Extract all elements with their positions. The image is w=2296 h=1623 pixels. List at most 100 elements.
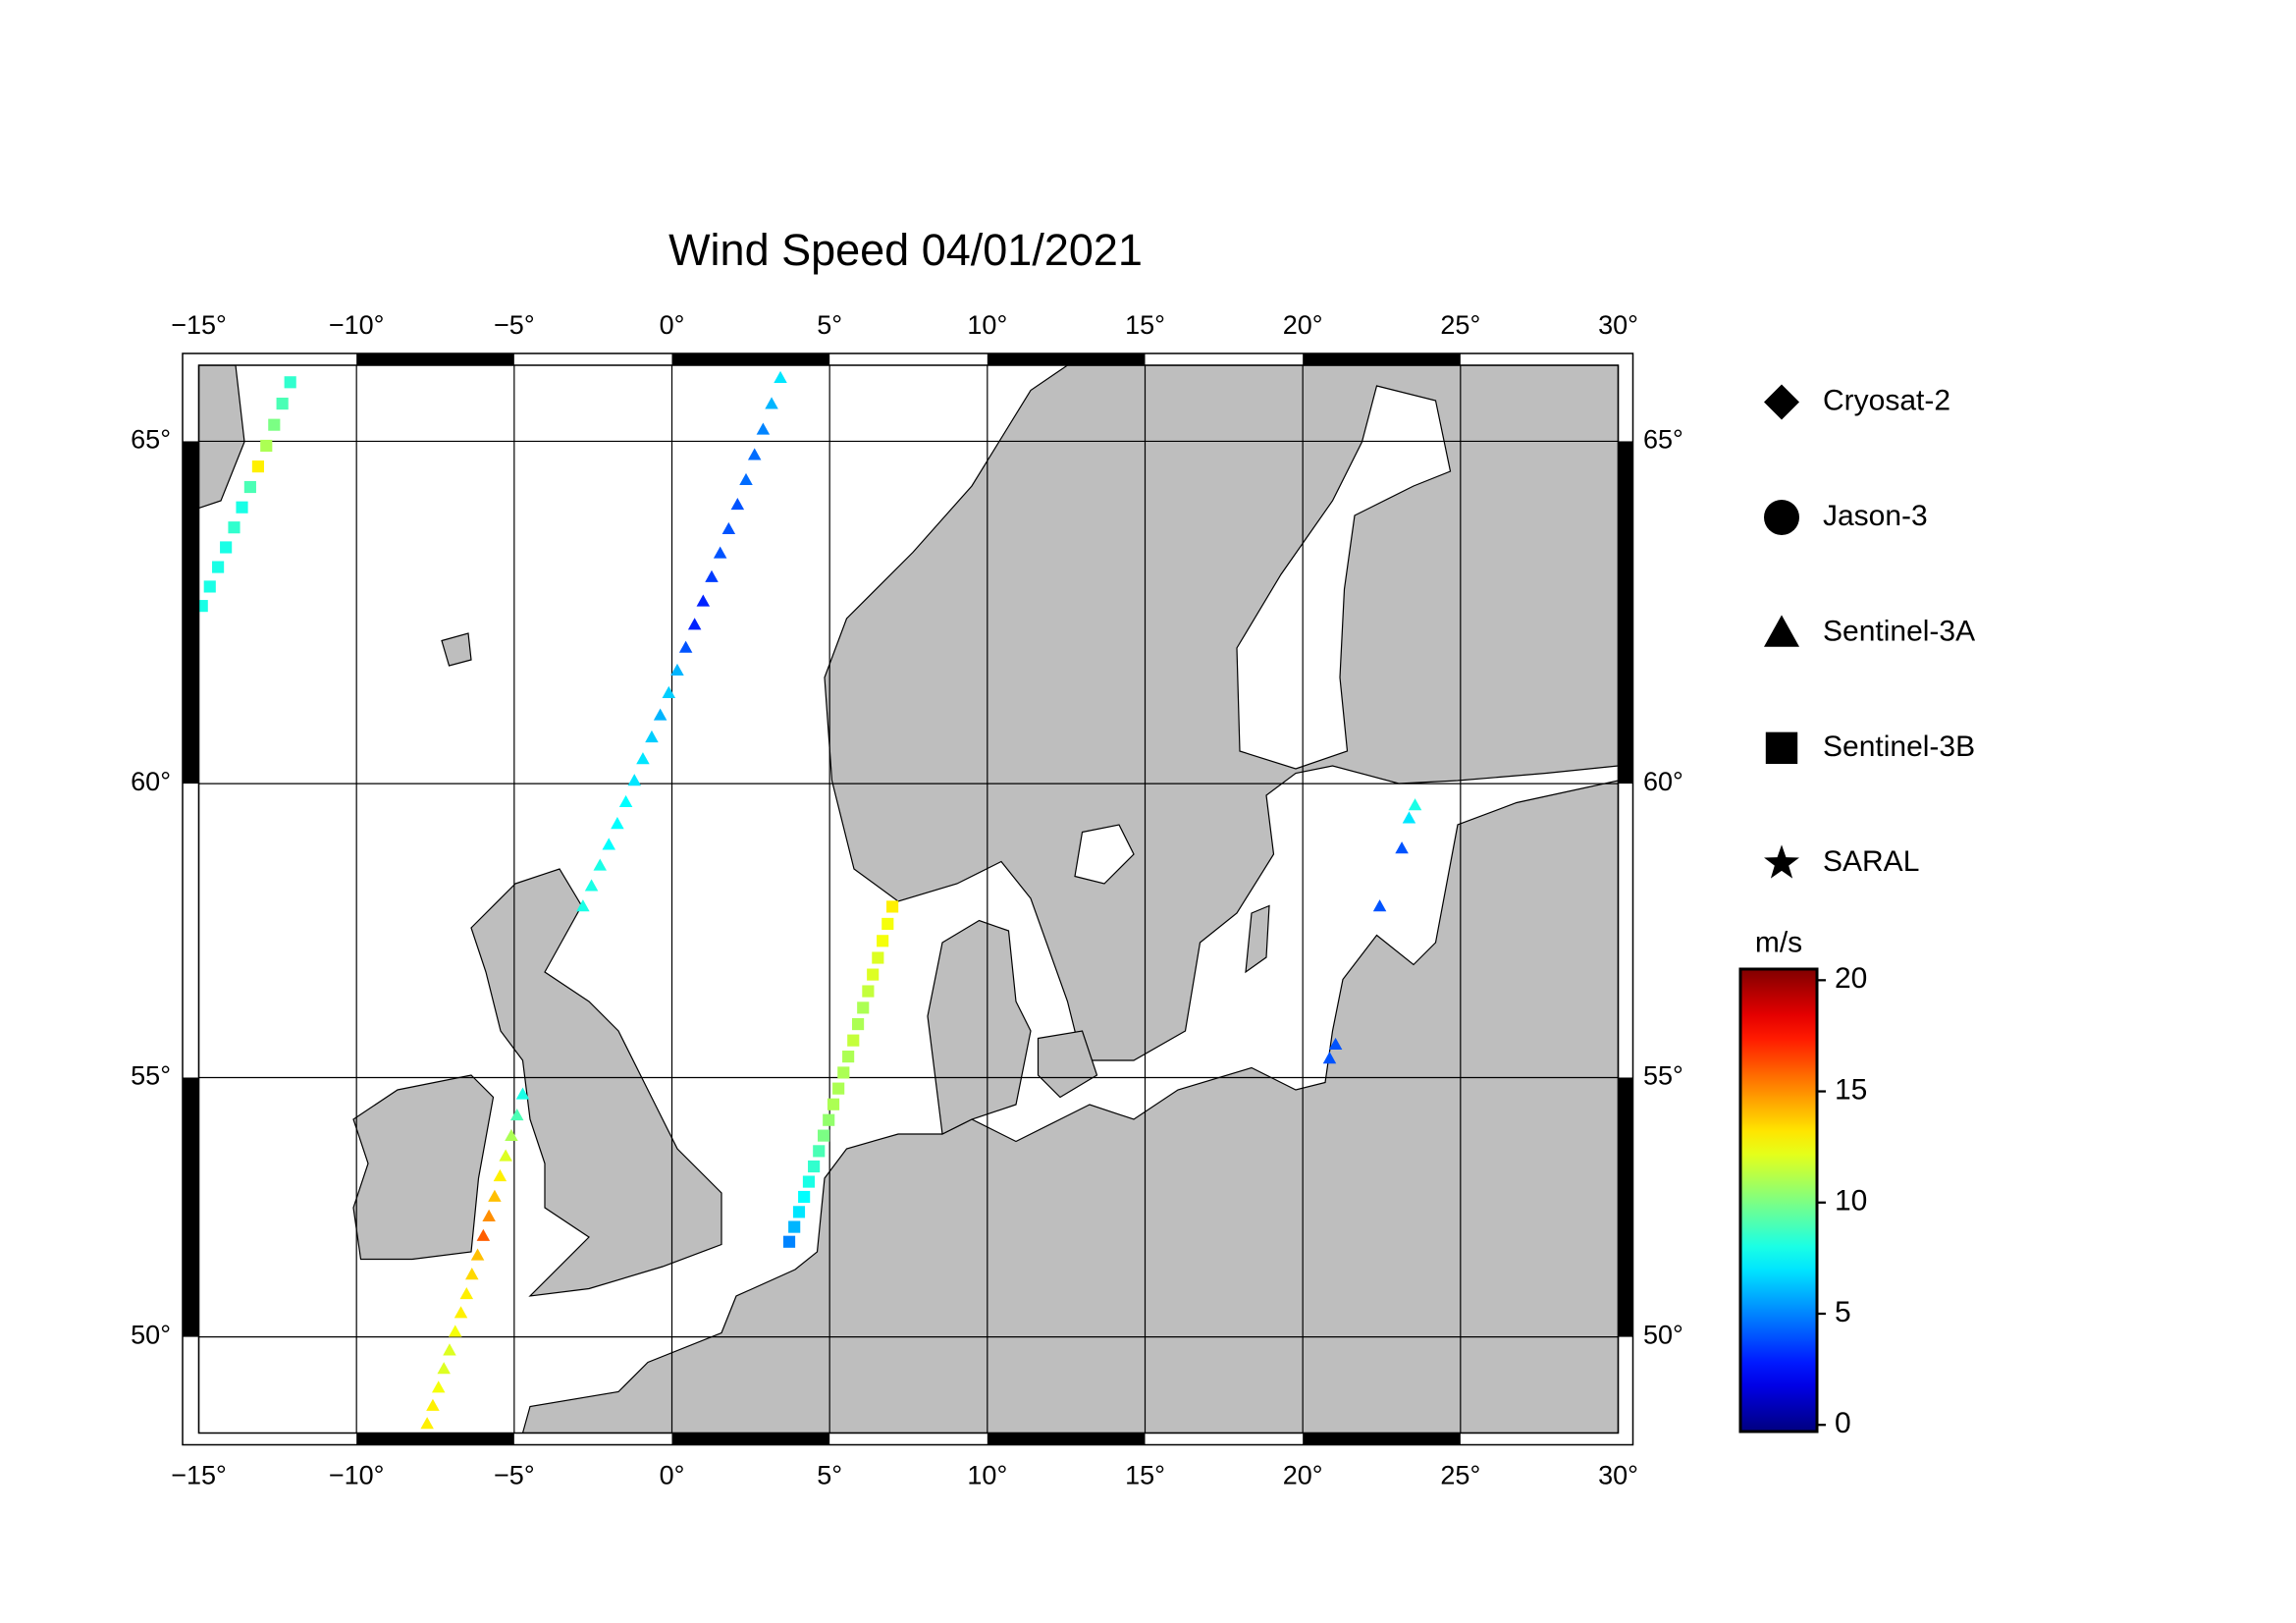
track-point (627, 774, 642, 786)
frame-bar (987, 353, 1146, 365)
legend-label: Sentinel-3B (1823, 730, 1975, 763)
frame-bar (671, 1433, 830, 1445)
track-point (696, 594, 711, 607)
faroe-islands (441, 632, 472, 667)
jutland (927, 919, 1032, 1135)
x-tick-label-top: 30° (1598, 310, 1638, 340)
x-tick-label-bottom: 10° (967, 1461, 1007, 1490)
track-point (817, 1129, 830, 1142)
track-point (584, 879, 599, 892)
y-tick-label-left: 65° (131, 425, 171, 455)
track-point (827, 1098, 840, 1110)
x-tick-label-bottom: −15° (171, 1461, 227, 1490)
x-tick-label-bottom: −10° (329, 1461, 385, 1490)
track-point (1372, 899, 1387, 912)
track-point (823, 1113, 835, 1126)
track-point (774, 370, 787, 383)
track-point (493, 1168, 507, 1182)
track-point (765, 397, 778, 409)
lake-vanern (1074, 824, 1135, 885)
track-point (687, 618, 702, 630)
track-point (782, 1235, 796, 1248)
track-point (802, 1175, 816, 1188)
x-tick-label-top: −10° (329, 310, 385, 340)
track-point (662, 685, 676, 698)
y-tick-label-left: 55° (131, 1061, 171, 1091)
legend-marker (1764, 499, 1800, 535)
track-point (636, 752, 650, 765)
track-point (448, 1325, 462, 1337)
track-point (443, 1343, 456, 1356)
x-tick-label-top: 0° (660, 310, 685, 340)
track-point (593, 858, 607, 871)
track-point (867, 968, 880, 981)
track-point (459, 1286, 474, 1300)
track-point (857, 1001, 870, 1014)
track-point (228, 521, 240, 534)
x-tick-label-bottom: −5° (494, 1461, 535, 1490)
colorbar-scale (1738, 967, 1819, 1434)
track-point (220, 541, 233, 554)
y-tick-label-right: 55° (1643, 1061, 1683, 1091)
gotland (1245, 904, 1270, 974)
track-point (1402, 811, 1416, 824)
track-point (454, 1306, 468, 1319)
x-tick-label-top: 15° (1125, 310, 1165, 340)
track-point (284, 376, 296, 389)
track-point (465, 1268, 479, 1280)
x-tick-label-top: 20° (1283, 310, 1323, 340)
colorbar-tick-label: 5 (1835, 1296, 1851, 1328)
frame-bar (1303, 1433, 1461, 1445)
track-point (877, 935, 889, 947)
track-point (260, 439, 273, 453)
title: Wind Speed 04/01/2021 (668, 225, 1143, 275)
y-tick-label-left: 50° (131, 1321, 171, 1350)
colorbar-tick-label: 15 (1835, 1073, 1867, 1106)
track-point (198, 600, 208, 613)
frame: −15° −15° −10° −10° −5° −5° 0° 0° 5° 5° 10° 10° 15° 1… (131, 310, 1683, 1490)
land (198, 365, 1619, 1434)
track-point (832, 1082, 845, 1095)
track-point (602, 838, 615, 850)
track-point (470, 1248, 485, 1261)
track-point (852, 1018, 865, 1031)
track-point (739, 472, 753, 485)
colorbar-tick-label: 0 (1835, 1407, 1851, 1439)
track-point (756, 422, 771, 435)
frame-inner (197, 364, 1620, 1434)
x-tick-label-top: 25° (1440, 310, 1480, 340)
track-point (837, 1066, 850, 1079)
track-point (1322, 1052, 1337, 1064)
legend-marker (1764, 384, 1800, 420)
track-point (721, 521, 736, 535)
track-point (476, 1228, 491, 1241)
frame-bar (671, 353, 830, 365)
great-britain (470, 868, 722, 1297)
frame-bar (183, 441, 199, 784)
track-point (618, 794, 633, 808)
colorbar-label: m/s (1755, 926, 1802, 958)
frame-bar (987, 1433, 1146, 1445)
colorbar: m/s 0 5 10 15 20 (1738, 926, 1867, 1439)
frame-bar (183, 1077, 199, 1337)
x-tick-label-top: 5° (817, 310, 842, 340)
legend-marker (1764, 615, 1800, 647)
track-point (243, 480, 256, 494)
track-point (499, 1149, 512, 1162)
track-point (203, 580, 216, 593)
track-point (431, 1380, 446, 1393)
x-tick-label-top: −5° (494, 310, 535, 340)
track-point (505, 1128, 518, 1141)
track-point (488, 1189, 502, 1202)
track-point (847, 1034, 860, 1047)
track-point (730, 498, 745, 511)
track-point (276, 398, 289, 410)
y-tick-label-left: 60° (131, 767, 171, 796)
track-point (788, 1220, 801, 1233)
iceland (198, 365, 245, 510)
zealand (1037, 1030, 1098, 1099)
y-tick-label-right: 60° (1643, 767, 1683, 796)
colorbar-tick-label: 20 (1835, 962, 1867, 995)
